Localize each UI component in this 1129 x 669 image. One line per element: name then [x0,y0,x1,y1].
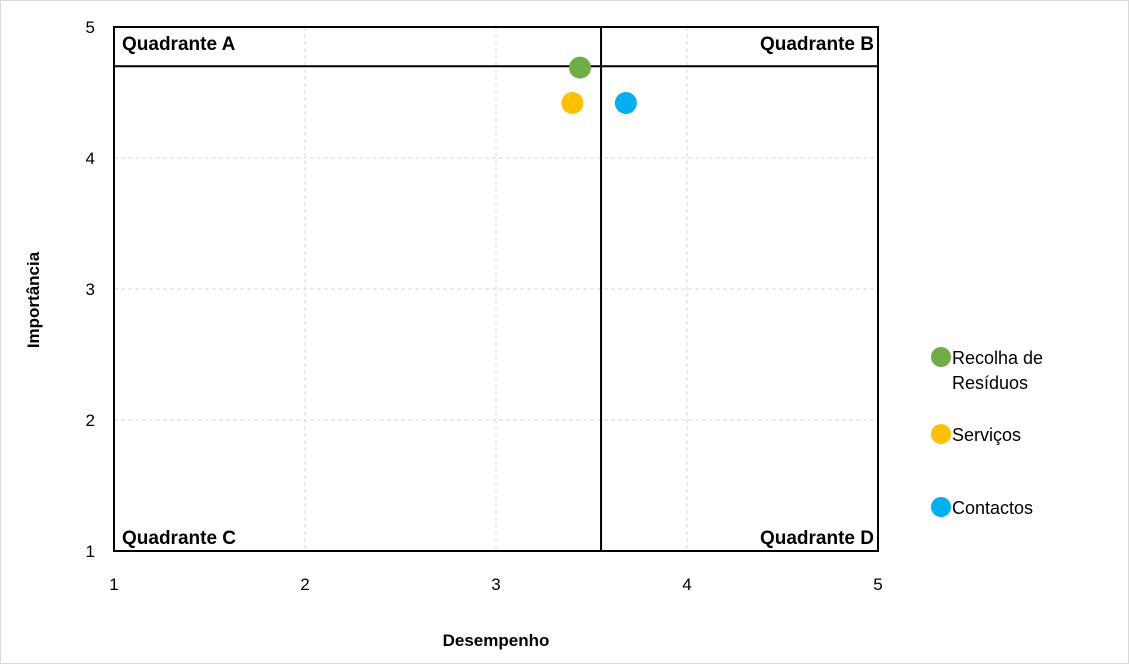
quadrant-d-label: Quadrante D [760,528,874,549]
data-point [614,91,637,114]
x-tick-label: 1 [109,575,118,594]
data-point [561,91,584,114]
y-axis-title: Importância [24,251,43,348]
quadrant-dividers [114,27,878,551]
y-tick-label: 2 [86,411,95,430]
plot-frame [113,26,879,552]
quadrant-a-label: Quadrante A [122,34,236,55]
quadrant-b-label: Quadrante B [760,34,874,55]
y-tick-label: 1 [86,542,95,561]
x-axis-title: Desempenho [443,631,550,650]
legend-marker [931,497,951,517]
legend-label: Recolha de [952,348,1043,368]
quadrant-c-label: Quadrante C [122,528,236,549]
legend-marker [931,424,951,444]
legend-label: Contactos [952,498,1033,518]
data-points [561,56,637,114]
legend-marker [931,347,951,367]
y-tick-label: 5 [86,18,95,37]
y-tick-label: 3 [86,280,95,299]
y-tick-label: 4 [86,149,95,168]
x-tick-label: 2 [300,575,309,594]
axis-ticks: 1 2 3 4 5 1 2 3 4 5 [86,18,883,594]
x-tick-label: 4 [682,575,691,594]
x-tick-label: 3 [491,575,500,594]
legend-label: Serviços [952,425,1021,445]
x-tick-label: 5 [873,575,882,594]
data-point [569,56,592,79]
legend: Recolha de Resíduos Serviços Contactos [931,347,1043,518]
legend-label: Resíduos [952,373,1028,393]
grid [114,27,878,551]
